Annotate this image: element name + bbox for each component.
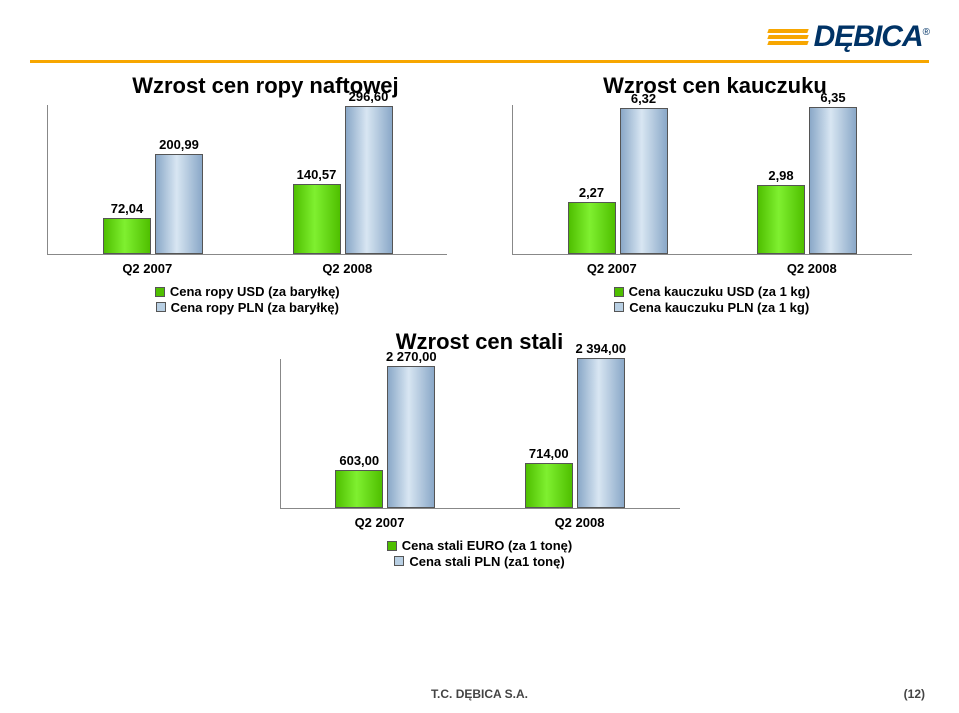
chart-oil: 72,04200,99140,57296,60Q2 2007Q2 2008Cen… [47, 105, 447, 315]
legend-item: Cena stali EURO (za 1 tonę) [387, 538, 572, 553]
bar-value-label: 2,27 [579, 185, 604, 200]
bar-value-label: 296,60 [349, 89, 389, 104]
logo-row: DĘBICA® [30, 20, 929, 54]
legend-text: Cena ropy PLN (za baryłkę) [171, 300, 339, 315]
legend-item: Cena ropy USD (za baryłkę) [155, 284, 340, 299]
x-tick-label: Q2 2007 [122, 261, 172, 276]
legend-item: Cena kauczuku PLN (za 1 kg) [614, 300, 809, 315]
bar-value-label: 714,00 [529, 446, 569, 461]
x-tick-label: Q2 2007 [587, 261, 637, 276]
x-labels: Q2 2007 Q2 2008 [280, 515, 680, 530]
x-tick-label: Q2 2008 [787, 261, 837, 276]
bar-value-label: 2,98 [768, 168, 793, 183]
legend-item: Cena stali PLN (za1 tonę) [394, 554, 564, 569]
bar-value-label: 140,57 [297, 167, 337, 182]
x-labels: Q2 2007 Q2 2008 [512, 261, 912, 276]
bar-value-label: 6,32 [631, 91, 656, 106]
bar: 296,60 [345, 106, 393, 254]
bar-value-label: 200,99 [159, 137, 199, 152]
legend: Cena ropy USD (za baryłkę)Cena ropy PLN … [47, 284, 447, 315]
bar: 2 270,00 [387, 366, 435, 508]
brand-logo: DĘBICA® [768, 20, 929, 54]
bar: 140,57 [293, 184, 341, 254]
bar-group: 140,57296,60 [293, 106, 393, 254]
chart-area: 2,276,322,986,35 [512, 105, 912, 255]
legend-swatch [155, 287, 165, 297]
bar: 6,32 [620, 108, 668, 254]
legend-swatch [614, 287, 624, 297]
bar-group: 72,04200,99 [103, 154, 203, 254]
bar: 714,00 [525, 463, 573, 508]
chart-area: 603,002 270,00714,002 394,00 [280, 359, 680, 509]
bar: 6,35 [809, 107, 857, 254]
legend: Cena kauczuku USD (za 1 kg)Cena kauczuku… [512, 284, 912, 315]
legend-swatch [387, 541, 397, 551]
brand-name: DĘBICA® [814, 20, 929, 54]
bar-value-label: 2 270,00 [386, 349, 437, 364]
bar-value-label: 6,35 [820, 90, 845, 105]
page-number: (12) [904, 687, 925, 701]
bar-group: 714,002 394,00 [525, 358, 625, 508]
x-tick-label: Q2 2007 [355, 515, 405, 530]
legend-swatch [156, 302, 166, 312]
header-underline [30, 60, 929, 63]
legend-swatch [394, 556, 404, 566]
titles-row: Wzrost cen ropy naftowej Wzrost cen kauc… [30, 73, 929, 99]
bar-group: 603,002 270,00 [335, 366, 435, 508]
legend-item: Cena ropy PLN (za baryłkę) [156, 300, 339, 315]
legend-text: Cena stali EURO (za 1 tonę) [402, 538, 572, 553]
bar: 72,04 [103, 218, 151, 254]
bar: 2,98 [757, 185, 805, 254]
legend-text: Cena kauczuku PLN (za 1 kg) [629, 300, 809, 315]
bar: 200,99 [155, 154, 203, 254]
bar: 2,27 [568, 202, 616, 254]
chart-area: 72,04200,99140,57296,60 [47, 105, 447, 255]
legend-text: Cena ropy USD (za baryłkę) [170, 284, 340, 299]
legend-text: Cena kauczuku USD (za 1 kg) [629, 284, 810, 299]
logo-stripes-icon [768, 29, 808, 45]
x-tick-label: Q2 2008 [555, 515, 605, 530]
legend-item: Cena kauczuku USD (za 1 kg) [614, 284, 810, 299]
bar-value-label: 2 394,00 [575, 341, 626, 356]
top-charts-row: 72,04200,99140,57296,60Q2 2007Q2 2008Cen… [30, 105, 929, 315]
chart-rubber: 2,276,322,986,35Q2 2007Q2 2008Cena kaucz… [512, 105, 912, 315]
bar: 603,00 [335, 470, 383, 508]
legend: Cena stali EURO (za 1 tonę)Cena stali PL… [280, 538, 680, 569]
bar-value-label: 603,00 [339, 453, 379, 468]
chart-steel: 603,002 270,00714,002 394,00Q2 2007Q2 20… [280, 359, 680, 569]
bar: 2 394,00 [577, 358, 625, 508]
x-tick-label: Q2 2008 [322, 261, 372, 276]
x-labels: Q2 2007 Q2 2008 [47, 261, 447, 276]
title-steel: Wzrost cen stali [30, 329, 929, 355]
bar-value-label: 72,04 [111, 201, 144, 216]
bar-group: 2,276,32 [568, 108, 668, 254]
legend-text: Cena stali PLN (za1 tonę) [409, 554, 564, 569]
bar-group: 2,986,35 [757, 107, 857, 254]
mid-chart-row: 603,002 270,00714,002 394,00Q2 2007Q2 20… [30, 359, 929, 569]
legend-swatch [614, 302, 624, 312]
footer-company: T.C. DĘBICA S.A. [0, 687, 959, 701]
